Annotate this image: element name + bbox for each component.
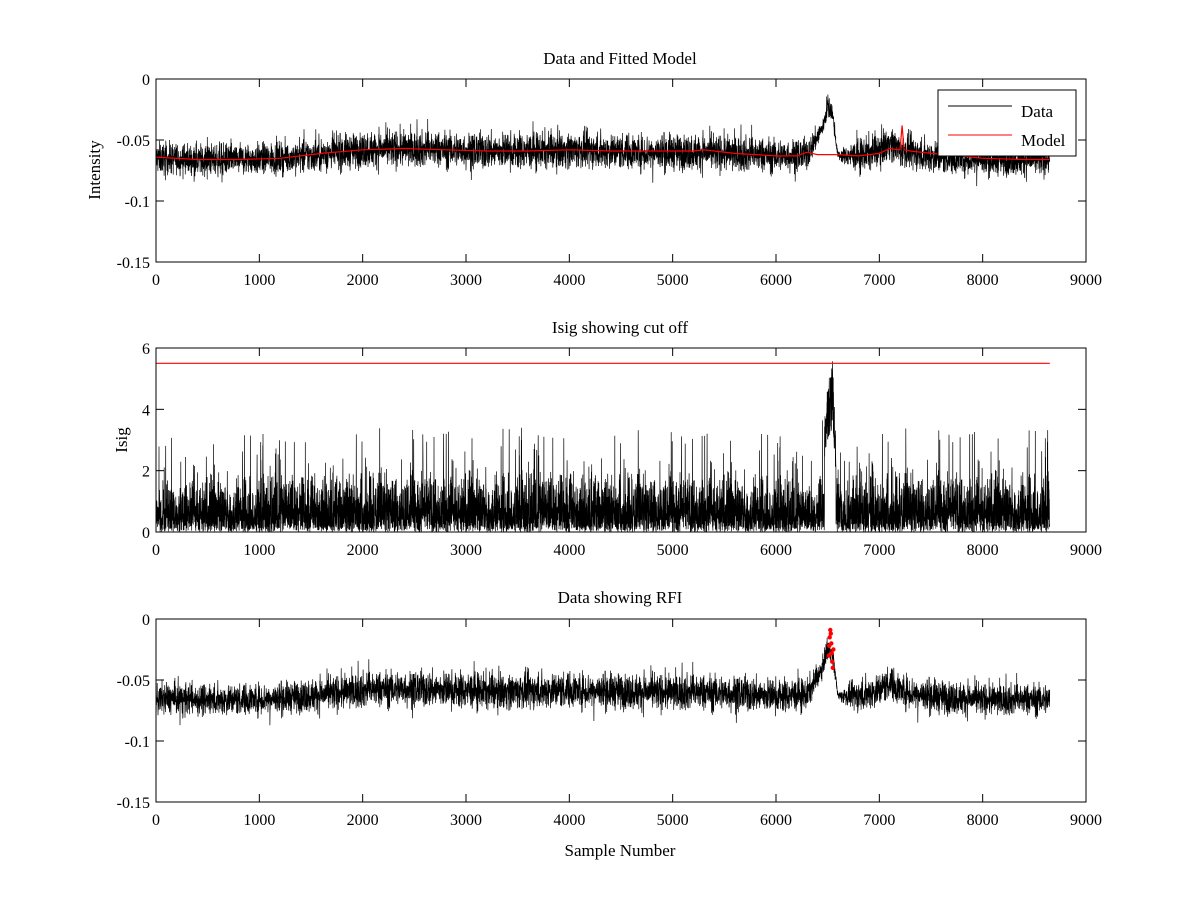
y-tick-label: -0.15 [117, 255, 150, 272]
x-tick-label: 7000 [863, 542, 895, 559]
y-tick-label: 0 [142, 525, 150, 542]
series-layer [155, 361, 1051, 533]
y-tick-label: 0 [142, 612, 150, 629]
spiky-from-zero-series [155, 361, 1051, 533]
axes-frame [155, 618, 1087, 803]
series-layer [155, 627, 1051, 726]
x-tick-label: 3000 [450, 272, 482, 289]
x-tick-label: 0 [152, 812, 160, 829]
x-tick-label: 3000 [450, 812, 482, 829]
x-tick-label: 6000 [760, 812, 792, 829]
x-tick-label: 3000 [450, 542, 482, 559]
subplot-data-and-fitted-model: Data and Fitted Model Intensity 0 1000 200… [85, 49, 1102, 289]
x-tick-label: 9000 [1070, 812, 1102, 829]
x-tick-label: 6000 [760, 542, 792, 559]
y-tick-label: -0.05 [117, 673, 150, 690]
y-tick-label: -0.15 [117, 795, 150, 812]
rfi-marker [829, 641, 834, 646]
y-axis-label: Intensity [85, 140, 104, 200]
x-axis-label: Sample Number [565, 841, 676, 860]
axes-frame [155, 78, 1087, 263]
y-tick-label: -0.1 [125, 194, 150, 211]
x-tick-label: 8000 [967, 542, 999, 559]
rfi-marker [831, 647, 836, 652]
x-tick-label: 1000 [243, 272, 275, 289]
y-tick-label: 4 [142, 402, 150, 419]
x-tick-label: 7000 [863, 272, 895, 289]
subplot-isig-showing-cut-off: Isig showing cut off Isig 0 1000 2000 3000 4… [112, 318, 1102, 559]
legend-label-data: Data [1021, 102, 1054, 121]
rfi-marker [828, 627, 833, 633]
y-tick-label: -0.1 [125, 734, 150, 751]
rfi-marker [830, 665, 835, 670]
subplot-title: Isig showing cut off [552, 318, 688, 337]
rfi-marker [827, 635, 832, 640]
x-tick-label: 5000 [657, 272, 689, 289]
rfi-marker [828, 631, 833, 636]
x-tick-label: 2000 [347, 542, 379, 559]
x-tick-label: 2000 [347, 272, 379, 289]
x-tick-label: 8000 [967, 272, 999, 289]
legend: Data Model [937, 89, 1077, 157]
x-tick-label: 9000 [1070, 272, 1102, 289]
rfi-marker [829, 651, 834, 656]
x-tick-label: 1000 [243, 812, 275, 829]
x-tick-label: 6000 [760, 272, 792, 289]
x-tick-label: 5000 [657, 542, 689, 559]
axes-frame [155, 347, 1087, 533]
ticks: 0 1000 2000 3000 4000 5000 6000 7000 8000 9000 0 2 4… [142, 341, 1102, 559]
y-tick-label: 2 [142, 464, 150, 481]
y-tick-label: -0.05 [117, 133, 150, 150]
y-tick-label: 6 [142, 341, 150, 358]
y-axis-label: Isig [112, 427, 131, 453]
subplot-title: Data and Fitted Model [543, 49, 697, 68]
x-tick-label: 7000 [863, 812, 895, 829]
rfi-marker [830, 659, 835, 664]
y-tick-label: 0 [142, 72, 150, 89]
x-tick-label: 0 [152, 272, 160, 289]
model-series [155, 125, 1050, 161]
x-tick-label: 2000 [347, 812, 379, 829]
legend-box [937, 89, 1077, 157]
ticks: 0 1000 2000 3000 4000 5000 6000 7000 8000 9000 -0.… [117, 612, 1102, 829]
subplot-data-showing-rfi: Data showing RFI 0 1000 2000 3000 4000 5000 60… [117, 588, 1102, 860]
x-tick-label: 4000 [553, 542, 585, 559]
subplot-title: Data showing RFI [558, 588, 683, 607]
ticks: 0 1000 2000 3000 4000 5000 6000 7000 8000 9000 -0.… [117, 72, 1102, 289]
x-tick-label: 8000 [967, 812, 999, 829]
legend-label-model: Model [1021, 131, 1066, 150]
rfi-markers [826, 627, 836, 670]
x-tick-label: 1000 [243, 542, 275, 559]
x-tick-label: 4000 [553, 812, 585, 829]
x-tick-label: 5000 [657, 812, 689, 829]
rfi-marker [826, 653, 831, 658]
x-tick-label: 4000 [553, 272, 585, 289]
noisy-band-series [155, 637, 1051, 726]
series-layer [155, 94, 1051, 187]
x-tick-label: 0 [152, 542, 160, 559]
x-tick-label: 9000 [1070, 542, 1102, 559]
